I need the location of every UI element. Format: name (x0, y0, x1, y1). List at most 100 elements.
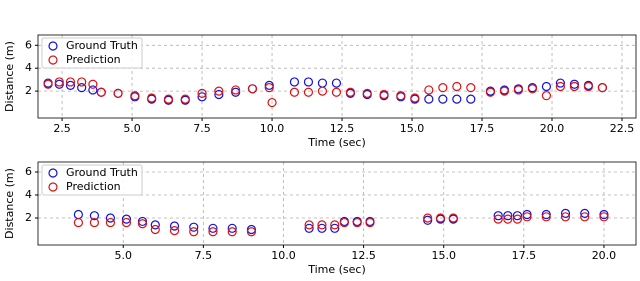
point (448, 213, 458, 223)
point (150, 220, 160, 230)
point (137, 216, 148, 227)
point (54, 79, 64, 89)
x-tick-label: 22.5 (610, 122, 635, 135)
point (150, 224, 160, 235)
point (580, 212, 590, 222)
point (499, 86, 510, 96)
x-tick-label: 7.5 (195, 249, 213, 262)
point (410, 93, 420, 103)
x-tick-label: 20.0 (540, 122, 565, 135)
point (169, 226, 180, 236)
point (121, 217, 132, 228)
plot-frame (37, 161, 637, 246)
point (396, 91, 406, 101)
point (214, 86, 224, 96)
plot-frame (37, 34, 637, 119)
point (189, 227, 199, 237)
point (317, 78, 328, 88)
point (214, 89, 224, 100)
point (89, 217, 100, 228)
point (352, 217, 362, 228)
point (580, 208, 590, 218)
point (569, 81, 580, 92)
point (330, 220, 340, 230)
point (169, 221, 180, 231)
point (317, 223, 327, 233)
point (121, 214, 132, 224)
point (493, 211, 503, 221)
point (452, 94, 462, 104)
point (466, 94, 476, 104)
point (89, 211, 100, 221)
x-axis-label: Time (sec) (307, 263, 366, 276)
point (147, 93, 157, 103)
point (423, 213, 433, 223)
y-tick-label: 2 (25, 211, 32, 224)
point (113, 88, 123, 98)
point (247, 84, 258, 94)
point (130, 91, 140, 101)
point (73, 217, 83, 228)
point (246, 224, 257, 235)
point (88, 85, 98, 95)
point (88, 79, 98, 89)
point (503, 211, 513, 221)
legend-box (41, 164, 143, 196)
point (512, 211, 523, 221)
point (180, 94, 190, 104)
point (73, 209, 83, 220)
point (560, 212, 571, 222)
y-tick-label: 4 (25, 188, 32, 201)
point (231, 87, 241, 97)
point (569, 79, 580, 89)
legend-label: Ground Truth (66, 166, 138, 179)
point (303, 87, 314, 97)
point (522, 212, 532, 222)
legend-label: Ground Truth (66, 39, 138, 52)
point (541, 209, 551, 220)
point (362, 88, 372, 98)
point (227, 227, 237, 237)
x-tick-label: 7.5 (193, 122, 211, 135)
point (197, 92, 207, 102)
point (541, 212, 551, 222)
point (466, 83, 476, 93)
y-tick-label: 2 (25, 84, 32, 97)
point (105, 217, 116, 228)
point (452, 81, 462, 92)
point (597, 83, 608, 93)
point (267, 97, 277, 108)
point (105, 213, 116, 223)
x-tick-label: 12.5 (351, 249, 376, 262)
x-tick-label: 15.0 (400, 122, 425, 135)
point (65, 77, 76, 87)
point (163, 94, 174, 104)
point (77, 77, 87, 87)
legend-marker (48, 182, 58, 192)
y-axis-label: Distance (m) (3, 168, 16, 239)
y-axis-label: Distance (m) (3, 41, 16, 112)
y-tick-label: 6 (25, 38, 32, 51)
x-tick-label: 12.5 (330, 122, 355, 135)
point (339, 217, 349, 228)
point (330, 223, 340, 233)
point (424, 94, 434, 104)
y-tick-label: 4 (25, 61, 32, 74)
x-tick-label: 5.0 (114, 249, 132, 262)
point (485, 87, 496, 97)
x-tick-label: 10.0 (260, 122, 285, 135)
x-tick-label: 17.5 (512, 249, 537, 262)
point (379, 89, 389, 100)
legend-label: Prediction (66, 180, 121, 193)
point (493, 214, 503, 224)
point (555, 78, 566, 88)
point (304, 223, 314, 233)
x-axis-label: Time (sec) (307, 136, 366, 149)
point (560, 208, 571, 218)
point (541, 81, 552, 92)
point (264, 83, 274, 93)
point (599, 209, 609, 220)
point (208, 223, 218, 233)
x-tick-label: 15.0 (431, 249, 456, 262)
